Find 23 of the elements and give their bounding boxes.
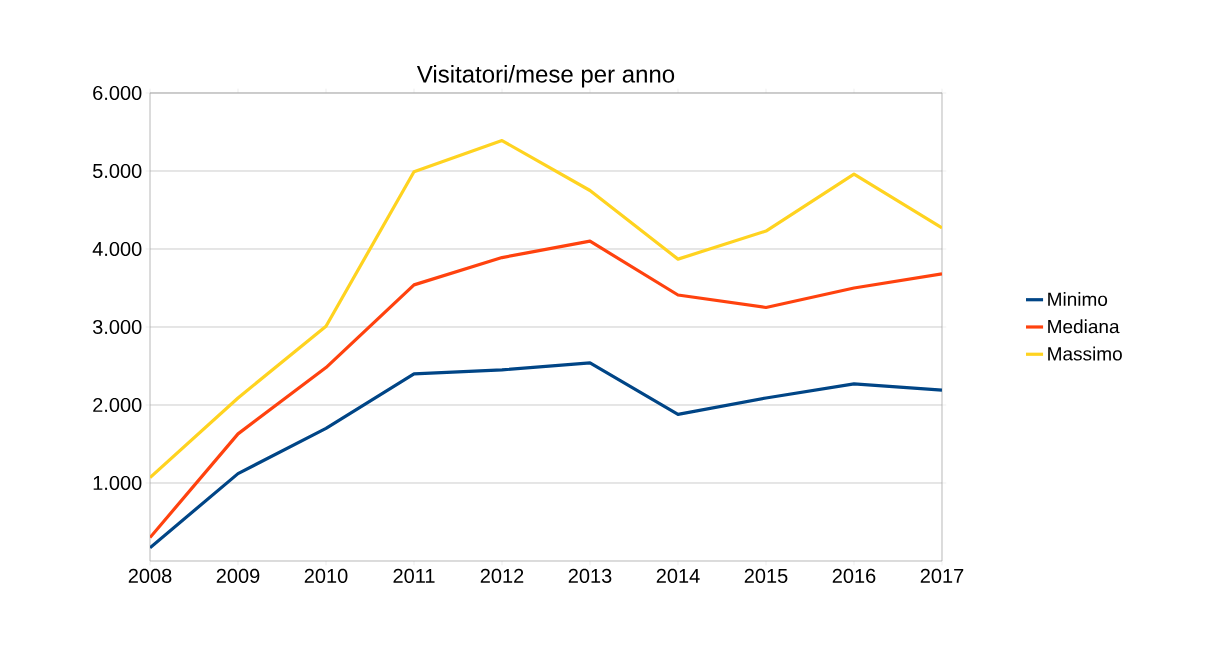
chart-title: Visitatori/mese per anno bbox=[416, 65, 675, 88]
legend-label: Mediana bbox=[1048, 319, 1120, 334]
line-series bbox=[150, 138, 942, 480]
y-tick-label: 3.000 bbox=[92, 319, 142, 335]
y-tick-label: 4.000 bbox=[92, 241, 142, 257]
x-tick-label: 2013 bbox=[568, 568, 612, 583]
x-tick-label: 2017 bbox=[920, 568, 964, 583]
x-tick-label: 2016 bbox=[832, 568, 876, 583]
y-tick-label: 1.000 bbox=[93, 475, 142, 491]
y-tick-label: 2.000 bbox=[93, 397, 142, 413]
x-tick-label: 2009 bbox=[216, 568, 260, 583]
legend-label: Minimo bbox=[1048, 292, 1108, 307]
x-tick-label: 2014 bbox=[656, 568, 700, 583]
legend-label: Massimo bbox=[1048, 346, 1122, 361]
x-tick-label: 2012 bbox=[480, 568, 524, 583]
x-tick-label: 2015 bbox=[744, 568, 788, 583]
x-tick-label: 2011 bbox=[393, 568, 435, 583]
line-series bbox=[150, 239, 942, 540]
x-tick-label: 2010 bbox=[304, 568, 348, 583]
x-tick-label: 2008 bbox=[128, 568, 172, 583]
y-tick-label: 5.000 bbox=[92, 163, 142, 179]
line-series bbox=[150, 361, 942, 550]
y-tick-label: 6.000 bbox=[93, 85, 142, 101]
